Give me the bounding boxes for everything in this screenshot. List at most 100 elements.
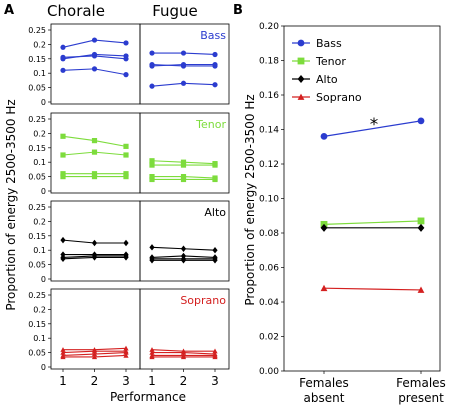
data-point xyxy=(212,63,218,69)
data-point xyxy=(123,152,129,158)
data-point xyxy=(91,37,98,43)
data-point xyxy=(91,53,98,59)
y-tick-label: 0.25 xyxy=(28,203,46,212)
data-point xyxy=(149,61,155,68)
subplot-bass-fugue xyxy=(139,23,230,105)
data-point xyxy=(180,63,187,69)
x-tick-label: present xyxy=(398,391,444,405)
data-point xyxy=(123,72,129,78)
y-tick-label: 0.20 xyxy=(259,22,279,32)
data-point xyxy=(91,171,98,177)
data-point-bass xyxy=(417,117,425,125)
y-tick-label: 0.15 xyxy=(28,55,46,64)
subplot-soprano-chorale: 0 0.05 0.1 0.15 0.2 0.25 1 2 3 xyxy=(28,288,141,388)
data-point xyxy=(123,143,129,149)
data-point xyxy=(180,80,187,86)
y-tick-label: 0.10 xyxy=(259,195,279,205)
data-point xyxy=(149,176,155,183)
data-point xyxy=(149,50,155,56)
data-point xyxy=(123,254,129,261)
legend-marker xyxy=(297,75,305,83)
subplot-frame xyxy=(139,112,230,194)
y-tick-label: 0.1 xyxy=(33,246,46,255)
y-tick-label: 0.12 xyxy=(259,160,279,170)
data-point xyxy=(149,347,155,352)
series-line-bass xyxy=(323,120,422,137)
data-point xyxy=(60,354,66,360)
y-tick-label: 0.08 xyxy=(259,229,279,239)
y-tick-label: 0.2 xyxy=(33,129,46,138)
data-point xyxy=(212,162,218,168)
row-label-tenor: Tenor xyxy=(195,118,226,131)
subplot-frame xyxy=(50,23,141,105)
data-point xyxy=(123,174,129,180)
y-tick-label: 0.2 xyxy=(33,217,46,226)
y-tick-label: 0.25 xyxy=(28,115,46,124)
y-tick-label: 0.16 xyxy=(259,91,279,101)
data-point xyxy=(212,247,218,254)
column-title-fugue: Fugue xyxy=(152,2,198,20)
data-point xyxy=(212,82,218,88)
panel-a-letter: A xyxy=(4,3,14,18)
subplot-tenor-fugue xyxy=(139,112,230,194)
data-point xyxy=(91,254,98,261)
data-point xyxy=(149,162,155,168)
data-point xyxy=(60,44,66,50)
y-tick-label: 0.04 xyxy=(259,298,279,308)
x-tick-label: absent xyxy=(304,391,345,405)
panel-b-ylabel: Proportion of energy 2500-3500 Hz xyxy=(243,94,257,305)
x-tick-label: 2 xyxy=(91,374,99,388)
data-point xyxy=(149,350,155,355)
legend-bass: Bass xyxy=(316,37,342,50)
series-line-tenor xyxy=(323,220,422,225)
data-point xyxy=(149,83,155,89)
subplot-bass-chorale: 0 0.05 0.1 0.15 0.2 0.25 xyxy=(28,23,141,107)
y-tick-label: 0.15 xyxy=(28,144,46,153)
row-label-bass: Bass xyxy=(200,29,226,42)
data-point xyxy=(180,174,187,180)
subplot-alto-chorale: 0 0.05 0.1 0.15 0.2 0.25 xyxy=(28,200,141,284)
data-point xyxy=(123,350,129,355)
row-label-soprano: Soprano xyxy=(180,294,226,307)
data-point xyxy=(91,174,98,180)
data-point xyxy=(91,354,98,360)
data-point xyxy=(180,176,187,183)
y-tick-label: 0.2 xyxy=(33,40,46,49)
data-point xyxy=(149,158,155,164)
data-point xyxy=(180,162,187,168)
data-point xyxy=(91,239,98,247)
data-point xyxy=(212,51,218,58)
y-tick-label: 0.00 xyxy=(259,367,279,377)
legend-alto: Alto xyxy=(316,73,338,86)
data-point xyxy=(60,174,66,180)
y-tick-label: 0.05 xyxy=(28,349,46,358)
row-label-alto: Alto xyxy=(204,206,226,219)
y-tick-label: 0.15 xyxy=(28,320,46,329)
y-tick-label: 0.02 xyxy=(259,333,279,343)
data-point xyxy=(180,350,187,355)
y-tick-label: 0 xyxy=(41,187,46,196)
data-point xyxy=(60,350,66,355)
data-point-tenor xyxy=(417,217,425,225)
data-point xyxy=(60,347,66,352)
legend-soprano: Soprano xyxy=(316,91,362,104)
legend-tenor: Tenor xyxy=(315,55,346,68)
data-point xyxy=(212,176,218,183)
data-point xyxy=(180,245,187,252)
y-tick-label: 0.14 xyxy=(259,126,279,136)
data-point xyxy=(212,354,218,360)
data-point xyxy=(180,354,187,360)
panel-a-ylabel: Proportion of energy 2500-3500 Hz xyxy=(4,99,18,310)
data-point xyxy=(91,351,98,357)
data-point xyxy=(123,56,129,62)
significance-annotation: * xyxy=(370,115,379,135)
column-title-chorale: Chorale xyxy=(47,2,105,20)
data-point xyxy=(180,159,187,165)
data-point xyxy=(91,66,98,72)
y-tick-label: 0 xyxy=(41,98,46,107)
data-point xyxy=(149,244,155,251)
subplot-frame xyxy=(139,200,230,282)
y-tick-label: 0.25 xyxy=(28,26,46,35)
y-tick-label: 0.2 xyxy=(33,305,46,314)
data-point xyxy=(123,40,129,46)
